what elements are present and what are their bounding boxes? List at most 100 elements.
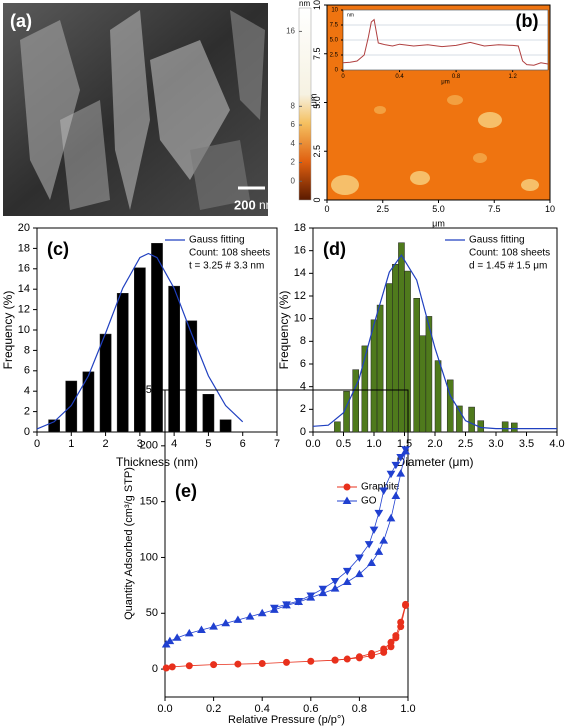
marker xyxy=(401,446,410,454)
marker xyxy=(369,526,379,535)
marker xyxy=(374,509,384,518)
x-tick-label: 0 xyxy=(341,74,345,80)
marker xyxy=(306,592,316,600)
y-axis-label: Frequency (%) xyxy=(277,291,291,370)
marker xyxy=(396,469,406,477)
legend-marker xyxy=(343,483,351,491)
colorbar-tick-label: 4 xyxy=(291,139,296,148)
marker xyxy=(374,547,384,555)
marker xyxy=(294,598,304,606)
marker xyxy=(391,491,401,500)
x-axis-label: Diameter (μm) xyxy=(397,455,474,469)
x-tick-label: 0 xyxy=(34,438,40,450)
legend-note: Count: 108 sheets xyxy=(469,248,550,259)
bar xyxy=(352,369,359,433)
y-tick-label: 0 xyxy=(152,663,158,675)
marker xyxy=(283,658,290,666)
y-tick-label: 5.0 xyxy=(330,38,339,44)
bar xyxy=(398,242,405,433)
marker xyxy=(330,584,340,592)
marker xyxy=(318,585,328,594)
bar xyxy=(425,316,433,433)
plot-frame xyxy=(164,389,409,698)
y-tick-label: 10 xyxy=(18,324,30,336)
bar xyxy=(456,405,463,433)
x-tick-label: 0.8 xyxy=(352,703,367,715)
marker xyxy=(282,601,291,609)
y-tick-label: 20 xyxy=(18,222,30,234)
x-tick-label: 0.5 xyxy=(336,438,351,450)
marker xyxy=(221,618,231,627)
marker xyxy=(234,660,242,668)
marker xyxy=(386,470,396,479)
scale-bar-unit: nm xyxy=(259,198,276,212)
colorbar-tick-label: 16 xyxy=(286,27,295,36)
sem-image xyxy=(3,3,268,216)
marker xyxy=(307,657,315,665)
marker xyxy=(396,454,406,462)
bar xyxy=(361,345,369,433)
y-tick-label: 4 xyxy=(24,385,30,397)
x-tick-label: 2.0 xyxy=(427,438,442,450)
bar xyxy=(99,333,112,433)
y-tick-label: 250 xyxy=(140,384,158,396)
marker xyxy=(245,612,255,620)
y-tick-label: 100 xyxy=(140,551,158,563)
y-tick-label: 12 xyxy=(18,304,30,316)
x-tick-label: 2.5 xyxy=(376,204,389,214)
x-tick-label: 0 xyxy=(324,204,329,214)
marker xyxy=(185,662,193,670)
marker xyxy=(257,608,267,617)
isotherm-line xyxy=(165,451,406,645)
y-tick-label: 2.5 xyxy=(312,145,322,158)
x-tick-label: 4.0 xyxy=(549,438,564,450)
profile-line xyxy=(342,18,549,66)
marker xyxy=(209,622,218,630)
fit-curve xyxy=(36,252,244,430)
x-tick-label: 7.5 xyxy=(488,204,501,214)
marker xyxy=(330,577,340,586)
bar xyxy=(413,298,420,433)
x-tick-label: 1 xyxy=(68,438,74,450)
y-tick-label: 18 xyxy=(18,242,30,254)
x-tick-label: 0.0 xyxy=(305,438,320,450)
y-tick-label: 5.0 xyxy=(312,96,322,109)
bar xyxy=(419,335,427,433)
legend-label: Graphite xyxy=(361,482,400,493)
y-tick-label: 7.5 xyxy=(330,23,339,29)
y-tick-label: 16 xyxy=(294,245,306,257)
marker xyxy=(184,628,194,637)
x-tick-label: 4 xyxy=(171,438,177,450)
inset-y-label: nm xyxy=(347,12,354,18)
bar xyxy=(168,285,180,433)
bar xyxy=(334,421,341,433)
y-tick-label: 10 xyxy=(312,0,322,10)
x-tick-label: 0.0 xyxy=(157,703,172,715)
marker xyxy=(165,636,175,645)
y-tick-label: 150 xyxy=(140,496,158,508)
bar xyxy=(434,360,442,433)
marker xyxy=(367,558,376,566)
marker xyxy=(397,618,405,626)
x-tick-label: 7 xyxy=(274,438,280,450)
x-tick-label: 0.4 xyxy=(395,74,404,80)
marker xyxy=(355,653,363,661)
colorbar xyxy=(298,7,312,201)
marker xyxy=(258,660,266,668)
bar xyxy=(219,419,232,433)
y-tick-label: 2 xyxy=(300,403,306,415)
panel-label: (c) xyxy=(47,239,69,259)
legend-note: Count: 108 sheets xyxy=(189,248,270,259)
x-tick-label: 1.0 xyxy=(400,703,415,715)
colorbar-tick-label: 2 xyxy=(291,158,296,167)
panel-label: (d) xyxy=(323,239,346,259)
y-axis-label: Frequency (%) xyxy=(1,291,15,370)
marker xyxy=(387,638,395,646)
legend-label: Gauss fitting xyxy=(469,235,525,246)
x-axis-label: Thickness (nm) xyxy=(116,455,198,469)
fit-curve xyxy=(312,254,557,430)
x-tick-label: 3.0 xyxy=(488,438,503,450)
marker xyxy=(210,661,218,669)
x-tick-label: 0.8 xyxy=(452,74,461,80)
